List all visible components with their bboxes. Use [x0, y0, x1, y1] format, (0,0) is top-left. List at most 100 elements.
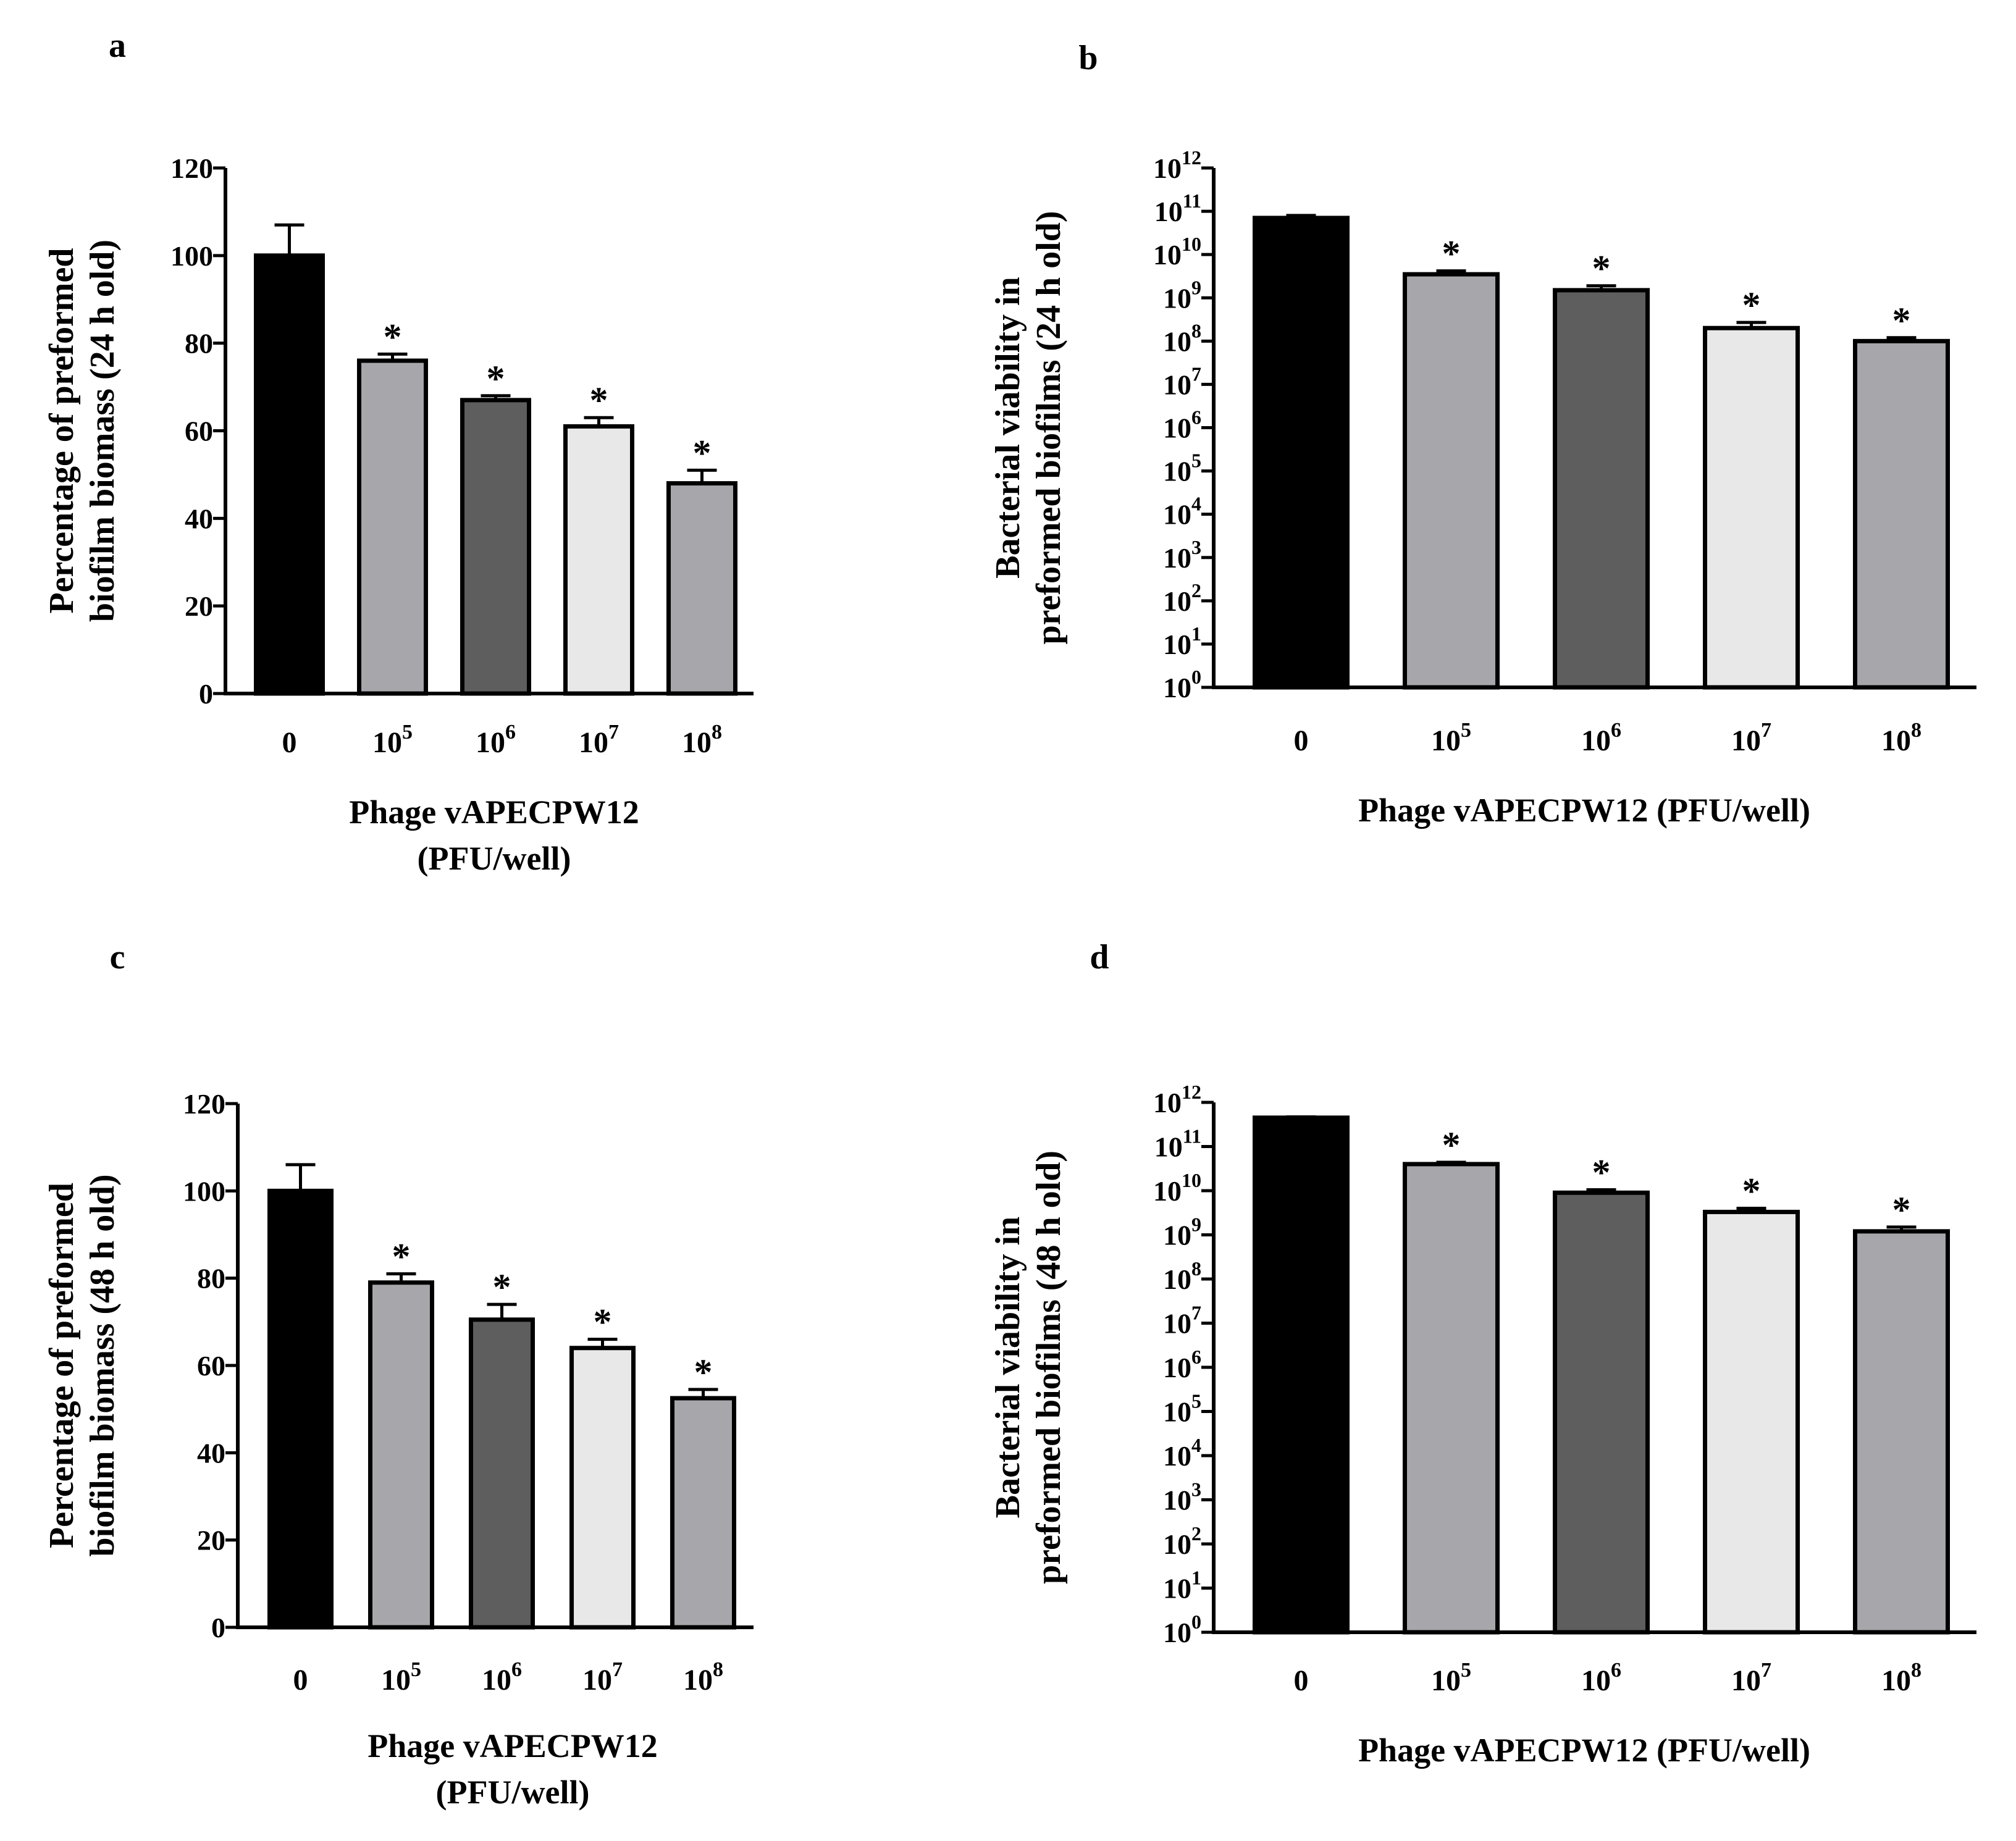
bar	[666, 481, 737, 696]
y-tick-label: 102	[1163, 579, 1201, 617]
y-axis-title: Percentage of preformed	[43, 248, 81, 614]
x-tick-exponent: 5	[1461, 1659, 1471, 1682]
y-tick-label: 1010	[1153, 1169, 1201, 1207]
y-tick-base: 10	[1163, 499, 1191, 530]
significance-star: *	[1442, 1125, 1461, 1165]
y-tick-label: 105	[1163, 450, 1201, 487]
y-tick-label: 1011	[1154, 1125, 1201, 1163]
y-tick-exponent: 2	[1191, 579, 1201, 602]
y-tick-base: 10	[1154, 196, 1183, 227]
x-tick-base: 0	[293, 1664, 308, 1696]
y-tick-base: 10	[1153, 1175, 1182, 1207]
y-tick-base: 10	[1163, 1264, 1191, 1295]
y-tick-base: 10	[1163, 1308, 1191, 1340]
y-tick-label: 1012	[1153, 146, 1201, 184]
x-tick-label: 108	[1881, 1659, 1922, 1697]
significance-star: *	[1742, 285, 1761, 325]
x-tick-label: 107	[1731, 1659, 1771, 1697]
y-tick-base: 10	[1153, 1087, 1182, 1118]
y-tick-label: 1011	[1154, 190, 1201, 227]
y-tick-exponent: 8	[1191, 319, 1201, 342]
x-tick-exponent: 6	[1611, 1659, 1621, 1682]
bar	[267, 1188, 334, 1630]
bar	[460, 398, 531, 696]
x-tick-label: 106	[482, 1658, 522, 1696]
x-axis-title: (PFU/well)	[418, 840, 571, 877]
y-tick-exponent: 6	[1191, 406, 1201, 429]
x-tick-exponent: 6	[1611, 719, 1621, 742]
y-tick-label: 100	[183, 1175, 225, 1207]
y-tick-exponent: 5	[1191, 450, 1201, 472]
y-tick-base: 10	[1163, 1485, 1191, 1516]
y-tick-base: 10	[1163, 1617, 1191, 1648]
y-tick-exponent: 8	[1191, 1257, 1201, 1280]
y-tick-exponent: 0	[1191, 666, 1201, 688]
y-tick-base: 10	[1163, 585, 1191, 617]
x-tick-base: 10	[1881, 1664, 1911, 1697]
x-tick-exponent: 7	[1761, 719, 1771, 742]
bar	[368, 1280, 434, 1630]
y-tick-label: 1010	[1153, 233, 1201, 270]
y-tick-label: 0	[211, 1612, 225, 1643]
y-tick-label: 101	[1163, 623, 1201, 660]
x-axis-title: (PFU/well)	[436, 1774, 590, 1811]
significance-star: *	[694, 1352, 713, 1393]
x-tick-exponent: 8	[1911, 1659, 1922, 1682]
y-tick-exponent: 9	[1191, 1214, 1201, 1236]
y-tick-label: 106	[1163, 406, 1201, 444]
x-tick-exponent: 7	[608, 721, 619, 744]
bar	[563, 424, 634, 696]
x-tick-label: 105	[1431, 1659, 1471, 1697]
y-tick-label: 104	[1163, 1434, 1201, 1472]
bar	[1703, 325, 1800, 690]
x-tick-label: 106	[476, 721, 516, 759]
x-tick-exponent: 8	[712, 721, 722, 744]
x-tick-exponent: 5	[402, 721, 413, 744]
y-tick-label: 60	[185, 416, 213, 447]
y-tick-label: 103	[1163, 536, 1201, 574]
x-tick-label: 108	[683, 1658, 723, 1696]
bar	[1403, 272, 1500, 690]
bar	[1703, 1209, 1800, 1635]
y-tick-label: 106	[1163, 1346, 1201, 1383]
y-tick-label: 105	[1163, 1390, 1201, 1428]
chart-panel-b: 1001011021031041051061071081091010101110…	[989, 146, 1976, 829]
x-tick-base: 10	[1881, 724, 1911, 757]
y-tick-exponent: 11	[1183, 190, 1201, 212]
panel-letter-b: b	[1078, 39, 1098, 77]
x-tick-exponent: 5	[411, 1658, 421, 1681]
y-tick-exponent: 10	[1182, 1169, 1201, 1191]
y-tick-base: 10	[1163, 1396, 1191, 1428]
x-tick-label: 108	[682, 721, 722, 759]
x-tick-base: 10	[1581, 1664, 1611, 1697]
y-tick-base: 10	[1163, 1529, 1191, 1560]
y-tick-label: 100	[1163, 666, 1201, 703]
y-tick-label: 104	[1163, 493, 1201, 530]
y-tick-exponent: 1	[1191, 623, 1201, 645]
y-tick-label: 103	[1163, 1478, 1201, 1516]
x-tick-base: 0	[282, 726, 297, 759]
y-tick-base: 10	[1163, 413, 1191, 444]
y-tick-exponent: 3	[1191, 536, 1201, 558]
x-axis-title: Phage vAPECPW12	[368, 1727, 657, 1764]
y-axis-title: preformed biofilms (24 h old)	[1030, 211, 1068, 644]
y-tick-label: 101	[1163, 1567, 1201, 1604]
y-axis-title: Bacterial viability in	[989, 277, 1027, 578]
y-tick-exponent: 12	[1182, 1081, 1201, 1103]
y-tick-label: 100	[170, 240, 213, 272]
x-tick-base: 10	[381, 1664, 411, 1696]
y-tick-label: 40	[197, 1437, 225, 1469]
x-axis-title: Phage vAPECPW12 (PFU/well)	[1358, 792, 1810, 829]
y-tick-base: 10	[1163, 672, 1191, 703]
x-tick-base: 10	[582, 1664, 612, 1696]
y-tick-label: 107	[1163, 1302, 1201, 1340]
x-tick-base: 10	[1581, 724, 1611, 757]
y-tick-label: 80	[185, 328, 213, 359]
x-tick-exponent: 8	[713, 1658, 723, 1681]
x-tick-exponent: 6	[505, 721, 516, 744]
bar	[1553, 288, 1650, 690]
significance-star: *	[1442, 233, 1461, 274]
